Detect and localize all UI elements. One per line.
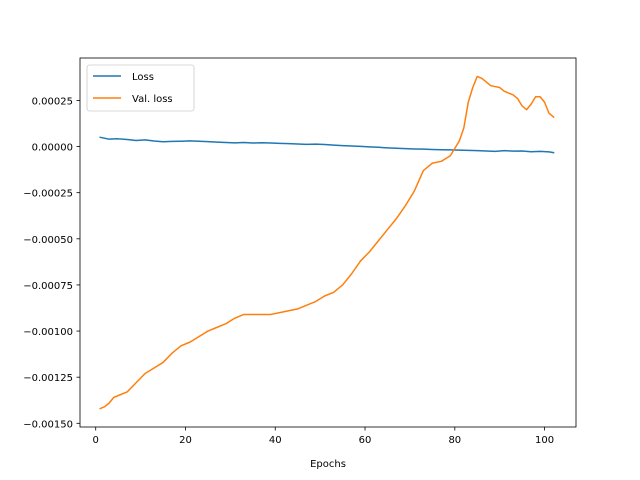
x-axis-ticks: 0 20 40 60 80 100 xyxy=(93,427,554,446)
y-axis-ticks: −0.00150 −0.00125 −0.00100 −0.00075 −0.00050… xyxy=(23,96,80,430)
x-axis-label: Epochs xyxy=(310,459,346,470)
y-tick-label: −0.00150 xyxy=(23,419,73,430)
y-tick-label: 0.00025 xyxy=(32,96,73,107)
x-tick-label: 20 xyxy=(179,435,192,446)
plot-area xyxy=(79,57,577,428)
legend: Loss Val. loss xyxy=(86,64,195,112)
x-tick-label: 100 xyxy=(535,435,554,446)
x-tick-label: 40 xyxy=(269,435,282,446)
y-tick-label: −0.00050 xyxy=(23,235,73,246)
legend-label-val-loss: Val. loss xyxy=(132,94,173,105)
x-tick-label: 60 xyxy=(359,435,372,446)
x-tick-label: 0 xyxy=(93,435,99,446)
axes-frame xyxy=(79,57,577,428)
y-tick-label: −0.00025 xyxy=(23,189,73,200)
series-line-val-loss xyxy=(99,75,555,410)
y-tick-label: −0.00125 xyxy=(23,373,73,384)
series-layer xyxy=(99,75,555,410)
legend-label-loss: Loss xyxy=(132,72,154,83)
x-tick-label: 80 xyxy=(448,435,461,446)
series-line-loss xyxy=(99,136,555,154)
y-tick-label: −0.00075 xyxy=(23,281,73,292)
y-tick-label: −0.00100 xyxy=(23,327,73,338)
y-tick-label: 0.00000 xyxy=(32,143,73,154)
